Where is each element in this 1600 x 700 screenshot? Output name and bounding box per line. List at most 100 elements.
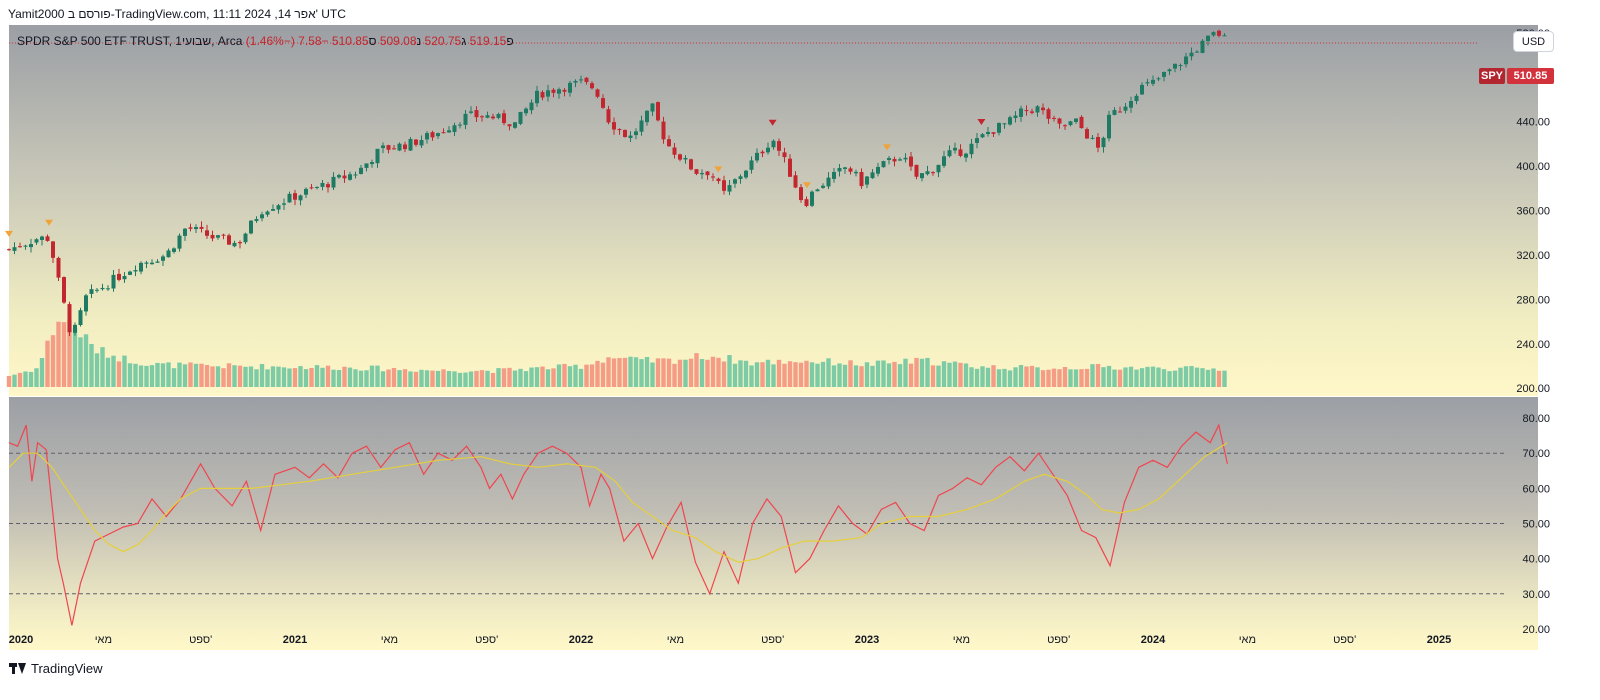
candle-body	[601, 98, 605, 108]
volume-bar	[782, 363, 787, 387]
volume-bar	[980, 366, 985, 387]
candle-body	[947, 150, 952, 157]
candle-body	[1129, 100, 1133, 108]
candle-body	[579, 79, 583, 81]
candle-body	[518, 111, 523, 124]
candle-body	[843, 167, 847, 169]
volume-bar	[974, 368, 980, 387]
volume-bar	[89, 343, 94, 387]
volume-bar	[611, 358, 617, 387]
candle-body	[524, 108, 528, 114]
volume-bar	[518, 368, 523, 387]
candle-body	[89, 289, 94, 294]
volume-bar	[496, 368, 501, 387]
candle-body	[29, 244, 33, 248]
candle-body	[370, 162, 374, 165]
candle-body	[898, 159, 902, 161]
volume-bar	[182, 364, 188, 387]
volume-bar	[699, 359, 705, 387]
candle-body	[40, 236, 44, 240]
volume-bar	[870, 365, 875, 387]
volume-bar	[1200, 368, 1205, 387]
volume-bar	[749, 365, 754, 387]
candle-body	[1002, 123, 1007, 125]
candle-body	[227, 235, 231, 245]
candle-body	[293, 193, 297, 200]
candle-body	[689, 159, 693, 170]
candle-body	[249, 220, 253, 234]
candle-body	[1041, 107, 1045, 111]
currency-button[interactable]: USD	[1513, 31, 1554, 52]
candle-body	[870, 172, 875, 179]
candle-body	[793, 175, 798, 188]
candle-body	[595, 89, 600, 97]
rsi-axis-label: 80.00	[1522, 413, 1550, 425]
volume-bar	[39, 358, 45, 387]
price-pane[interactable]	[9, 25, 1538, 396]
candle-body	[304, 188, 308, 195]
symbol-title[interactable]: SPDR S&P 500 ETF TRUST, 1שבועי, Arca	[17, 34, 243, 48]
volume-bar	[1057, 369, 1062, 387]
candle-body	[1178, 65, 1183, 67]
volume-bar	[149, 365, 155, 387]
volume-bar	[507, 367, 512, 387]
candle-body	[711, 176, 715, 178]
volume-bar	[617, 358, 622, 387]
candle-body	[106, 288, 110, 290]
candle-body	[56, 257, 61, 278]
candle-body	[1101, 137, 1106, 148]
candle-body	[606, 109, 611, 123]
volume-bar	[705, 359, 710, 387]
volume-bar	[347, 367, 353, 387]
volume-bar	[628, 356, 633, 387]
candle-body	[172, 248, 176, 252]
volume-bar	[512, 370, 518, 387]
volume-bar	[160, 363, 166, 387]
candle-body	[386, 145, 391, 150]
candle-body	[117, 273, 121, 280]
volume-bar	[1106, 365, 1112, 387]
volume-bar	[721, 361, 727, 387]
volume-bar	[485, 370, 490, 387]
volume-bar	[474, 370, 479, 387]
candle-body	[612, 122, 616, 130]
candle-body	[694, 169, 699, 174]
volume-bar	[787, 361, 793, 387]
candle-body	[887, 158, 891, 160]
candle-body	[562, 89, 567, 92]
volume-bar	[23, 371, 28, 387]
candle-body	[23, 245, 28, 247]
rsi-ma-line	[8, 442, 1228, 563]
signal-marker	[977, 118, 986, 125]
volume-bar	[254, 369, 259, 387]
volume-bar	[941, 361, 947, 387]
volume-bar	[853, 365, 859, 387]
volume-bar	[600, 362, 606, 387]
volume-bar	[83, 334, 89, 387]
candle-body	[975, 138, 979, 143]
candle-body	[815, 189, 820, 192]
candle-body	[381, 145, 385, 149]
candle-body	[1211, 32, 1216, 36]
candle-body	[436, 133, 440, 137]
volume-bar	[1167, 371, 1172, 387]
volume-bar	[237, 365, 243, 387]
brand-name: TradingView	[31, 661, 103, 676]
candle-body	[287, 193, 292, 203]
candle-body	[271, 209, 275, 211]
volume-bar	[1035, 367, 1040, 387]
candle-body	[1167, 69, 1172, 72]
candle-body	[342, 175, 347, 179]
candle-body	[458, 124, 462, 126]
volume-bar	[122, 355, 127, 387]
volume-bar	[639, 359, 644, 387]
price-axis-label: 240.00	[1516, 339, 1550, 351]
candle-body	[826, 177, 831, 187]
candle-body	[496, 114, 501, 118]
volume-bar	[490, 372, 496, 387]
candle-body	[441, 132, 446, 134]
volume-bar	[573, 364, 578, 387]
volume-bar	[908, 363, 914, 387]
volume-bar	[589, 364, 595, 387]
